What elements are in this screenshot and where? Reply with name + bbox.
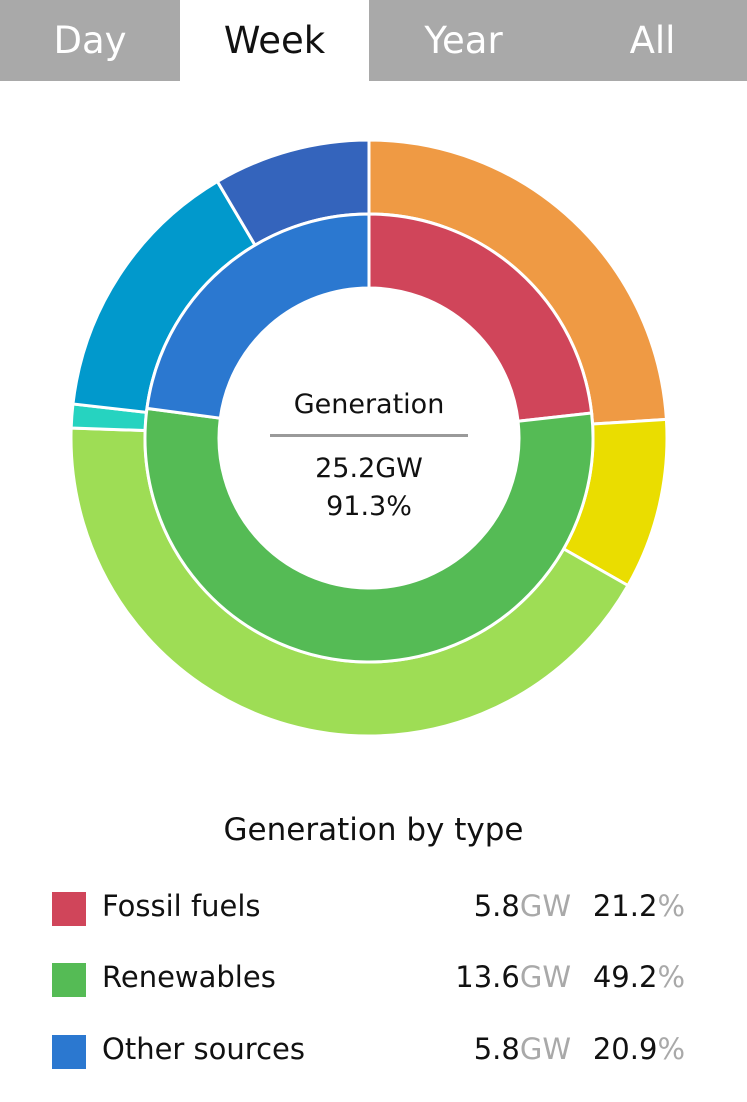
tab-week[interactable]: Week: [180, 0, 369, 81]
legend-gw: 5.8GW: [474, 889, 571, 923]
tab-day[interactable]: Day: [53, 19, 127, 62]
pct-value: 20.9: [592, 1032, 658, 1066]
legend-title: Generation by type: [223, 812, 524, 848]
period-tabs: Day Week Year All: [0, 0, 747, 81]
center-percent: 91.3%: [326, 491, 412, 522]
gw-unit: GW: [519, 1032, 571, 1066]
legend-row-fossil[interactable]: Fossil fuels 5.8GW 21.2%: [0, 884, 747, 934]
gw-value: 5.8: [473, 889, 520, 923]
legend-percent: 49.2%: [593, 960, 685, 994]
pct-unit: %: [657, 960, 685, 994]
gw-value: 5.8: [473, 1032, 520, 1066]
tab-year[interactable]: Year: [424, 19, 503, 62]
legend-label: Fossil fuels: [102, 889, 261, 923]
legend-row-other[interactable]: Other sources 5.8GW 20.9%: [0, 1027, 747, 1077]
legend-label: Renewables: [102, 960, 276, 994]
gw-value: 13.6: [455, 960, 520, 994]
pct-unit: %: [657, 889, 685, 923]
legend-row-renewables[interactable]: Renewables 13.6GW 49.2%: [0, 955, 747, 1005]
generation-donut-chart: Generation 25.2GW 91.3%: [0, 81, 747, 771]
legend-percent: 20.9%: [593, 1032, 685, 1066]
legend-gw: 13.6GW: [455, 960, 571, 994]
fossil-swatch: [52, 892, 86, 926]
inner-ring-slice-1: [367, 212, 594, 423]
donut-svg: [69, 138, 669, 738]
pct-unit: %: [657, 1032, 685, 1066]
inner-ring-slice-3: [145, 212, 371, 420]
center-title: Generation: [293, 389, 445, 420]
renewables-swatch: [52, 963, 86, 997]
center-value: 25.2GW: [315, 453, 423, 484]
legend-label: Other sources: [102, 1032, 305, 1066]
other-swatch: [52, 1035, 86, 1069]
gw-unit: GW: [519, 889, 571, 923]
inner-ring-slice-2: [143, 406, 595, 664]
legend-percent: 21.2%: [593, 889, 685, 923]
pct-value: 49.2: [592, 960, 658, 994]
center-divider: [270, 434, 468, 437]
tab-all[interactable]: All: [629, 19, 676, 62]
gw-unit: GW: [519, 960, 571, 994]
pct-value: 21.2: [592, 889, 658, 923]
legend-gw: 5.8GW: [474, 1032, 571, 1066]
